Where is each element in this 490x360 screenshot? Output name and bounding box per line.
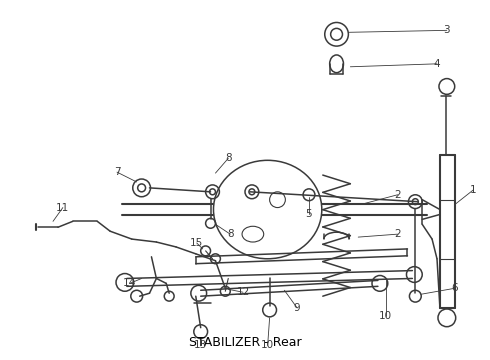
Text: 8: 8 [225,153,232,163]
Text: 14: 14 [123,278,136,288]
Text: STABILIZER - Rear: STABILIZER - Rear [189,336,301,349]
Text: 4: 4 [434,59,441,69]
Text: 5: 5 [306,210,312,220]
Text: 2: 2 [394,190,401,200]
Text: 10: 10 [261,341,274,350]
Text: 10: 10 [379,311,392,321]
Text: 7: 7 [114,167,121,177]
Text: 13: 13 [194,341,207,350]
Text: 3: 3 [443,25,450,35]
Text: 15: 15 [190,238,203,248]
Text: 2: 2 [394,229,401,239]
Text: 6: 6 [451,283,458,293]
Text: 12: 12 [236,287,250,297]
Text: 8: 8 [227,229,234,239]
Text: 9: 9 [294,303,300,313]
Text: 11: 11 [56,203,70,212]
Text: 1: 1 [470,185,477,195]
